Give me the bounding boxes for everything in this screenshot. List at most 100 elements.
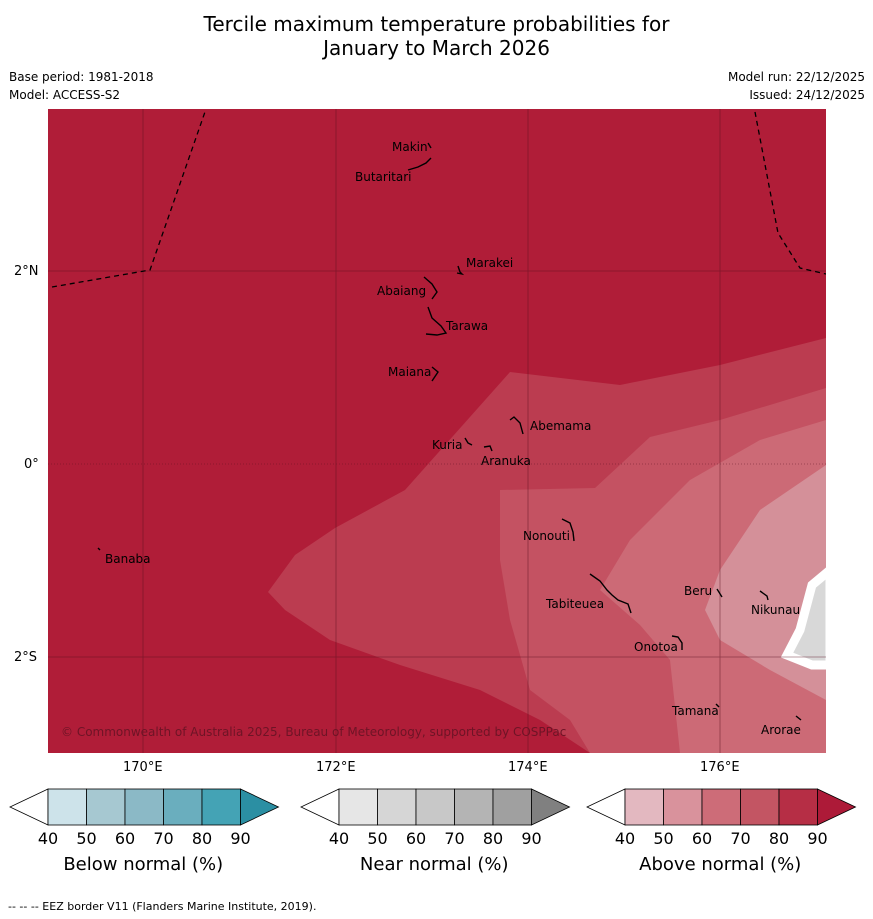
island-tarawa [425, 306, 448, 336]
colorbar-segment [201, 788, 241, 826]
colorbar-title: Near normal (%) [359, 854, 509, 875]
colorbar-tick-label: 90 [807, 829, 828, 848]
colorbar-tick-label: 70 [444, 829, 465, 848]
label-abaiang: Abaiang [377, 284, 426, 298]
label-butaritari: Butaritari [355, 170, 412, 184]
colorbar-segment [492, 788, 532, 826]
label-tarawa: Tarawa [445, 319, 488, 333]
model-name: Model: ACCESS-S2 [9, 88, 121, 102]
lon-tick-176e: 176°E [700, 760, 740, 775]
title-line-1: Tercile maximum temperature probabilitie… [203, 12, 670, 36]
label-beru: Beru [684, 584, 712, 598]
island-makin [427, 142, 432, 149]
colorbar-under-triangle [586, 788, 626, 826]
colorbar-segment [124, 788, 164, 826]
label-tamana: Tamana [671, 704, 719, 718]
colorbar-tick-label: 50 [367, 829, 388, 848]
label-kuria: Kuria [432, 438, 463, 452]
colorbar-tick-label: 50 [653, 829, 674, 848]
lat-tick-0: 0° [24, 457, 39, 472]
issued-date: Issued: 24/12/2025 [749, 88, 865, 102]
label-tabiteuea: Tabiteuea [545, 597, 604, 611]
label-onotoa: Onotoa [634, 640, 678, 654]
colorbar-tick-label: 60 [114, 829, 136, 848]
colorbar-title: Below normal (%) [63, 854, 224, 875]
label-maiana: Maiana [388, 365, 431, 379]
colorbar-tick-label: 90 [230, 829, 251, 848]
colorbar-tick-label: 70 [730, 829, 751, 848]
colorbar-tick-label: 90 [521, 829, 542, 848]
label-marakei: Marakei [466, 256, 513, 270]
colorbar-segment [377, 788, 417, 826]
colorbar-tick-label: 50 [76, 829, 97, 848]
base-period: Base period: 1981-2018 [9, 70, 154, 84]
colorbar-under-triangle [300, 788, 340, 826]
colorbar-segment [415, 788, 455, 826]
colorbar-tick-label: 60 [405, 829, 427, 848]
island-tabiteuea [589, 573, 632, 614]
eez-border [51, 109, 826, 288]
label-arorae: Arorae [761, 723, 801, 737]
colorbar-tick-label: 80 [482, 829, 504, 848]
colorbar-tick-label: 60 [691, 829, 713, 848]
label-banaba: Banaba [105, 552, 151, 566]
colorbar-segment [740, 788, 780, 826]
colorbar-segment [778, 788, 818, 826]
islands [97, 142, 802, 721]
colorbar-segment [624, 788, 664, 826]
colorbar-1 [300, 788, 571, 826]
island-aranuka [483, 445, 493, 452]
graticule [48, 109, 826, 753]
colorbar-segment [338, 788, 378, 826]
island-marakei [456, 265, 465, 276]
island-abaiang [423, 276, 438, 300]
zone-50-60 [600, 420, 826, 753]
colorbar-over-triangle [531, 788, 571, 826]
colorbar-tick-label: 70 [153, 829, 174, 848]
eez-footnote: -- -- -- EEZ border V11 (Flanders Marine… [8, 900, 317, 913]
label-nikunau: Nikunau [751, 603, 800, 617]
map-title: Tercile maximum temperature probabilitie… [0, 12, 873, 60]
island-butaritari [407, 157, 432, 171]
colorbar-segment [47, 788, 87, 826]
label-aranuka: Aranuka [481, 454, 531, 468]
colorbar-tick-label: 40 [614, 829, 636, 848]
island-banaba [97, 547, 101, 551]
label-nonouti: Nonouti [523, 529, 570, 543]
colorbar-title: Above normal (%) [639, 854, 802, 875]
island-nonouti [561, 518, 575, 542]
colorbar-tick-label: 40 [328, 829, 350, 848]
colorbar-tick-label: 80 [768, 829, 790, 848]
place-labels: Makin Butaritari Marakei Abaiang Tarawa … [105, 140, 801, 737]
lon-tick-174e: 174°E [508, 760, 548, 775]
lon-tick-170e: 170°E [123, 760, 163, 775]
colorbar-tick-label: 40 [37, 829, 59, 848]
probability-field: Makin Butaritari Marakei Abaiang Tarawa … [48, 109, 826, 753]
island-beru [716, 588, 723, 598]
island-kuria [464, 437, 473, 446]
colorbar-2 [586, 788, 857, 826]
lat-tick-2s: 2°S [14, 650, 38, 665]
lat-tick-2n: 2°N [14, 264, 39, 279]
lon-tick-172e: 172°E [316, 760, 356, 775]
title-line-2: January to March 2026 [323, 36, 550, 60]
island-arorae [795, 715, 802, 721]
colorbar-under-triangle [9, 788, 49, 826]
colorbar-over-triangle [240, 788, 280, 826]
colorbar-segment [163, 788, 203, 826]
colorbar-0 [9, 788, 280, 826]
colorbar-over-triangle [817, 788, 857, 826]
label-abemama: Abemama [530, 419, 591, 433]
island-abemama [509, 416, 524, 435]
colorbar-segment [454, 788, 494, 826]
label-makin: Makin [392, 140, 428, 154]
island-onotoa [671, 635, 683, 650]
colorbar-segment [86, 788, 126, 826]
copyright-text: © Commonwealth of Australia 2025, Bureau… [61, 725, 566, 739]
island-maiana [431, 366, 439, 382]
model-run-date: Model run: 22/12/2025 [727, 70, 865, 84]
island-nikunau [759, 590, 769, 601]
island-tamana [715, 703, 720, 708]
colorbar-segment [701, 788, 741, 826]
